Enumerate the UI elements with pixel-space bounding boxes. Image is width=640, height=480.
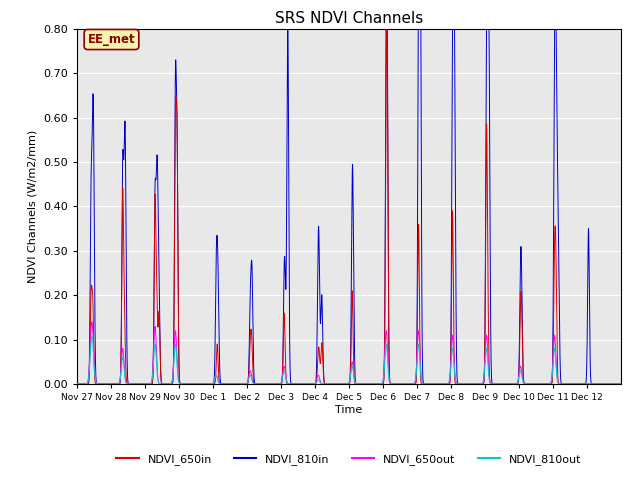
Text: EE_met: EE_met [88, 33, 135, 46]
Legend: NDVI_650in, NDVI_810in, NDVI_650out, NDVI_810out: NDVI_650in, NDVI_810in, NDVI_650out, NDV… [112, 450, 586, 470]
Y-axis label: NDVI Channels (W/m2/mm): NDVI Channels (W/m2/mm) [28, 130, 38, 283]
X-axis label: Time: Time [335, 405, 362, 415]
Title: SRS NDVI Channels: SRS NDVI Channels [275, 11, 423, 26]
